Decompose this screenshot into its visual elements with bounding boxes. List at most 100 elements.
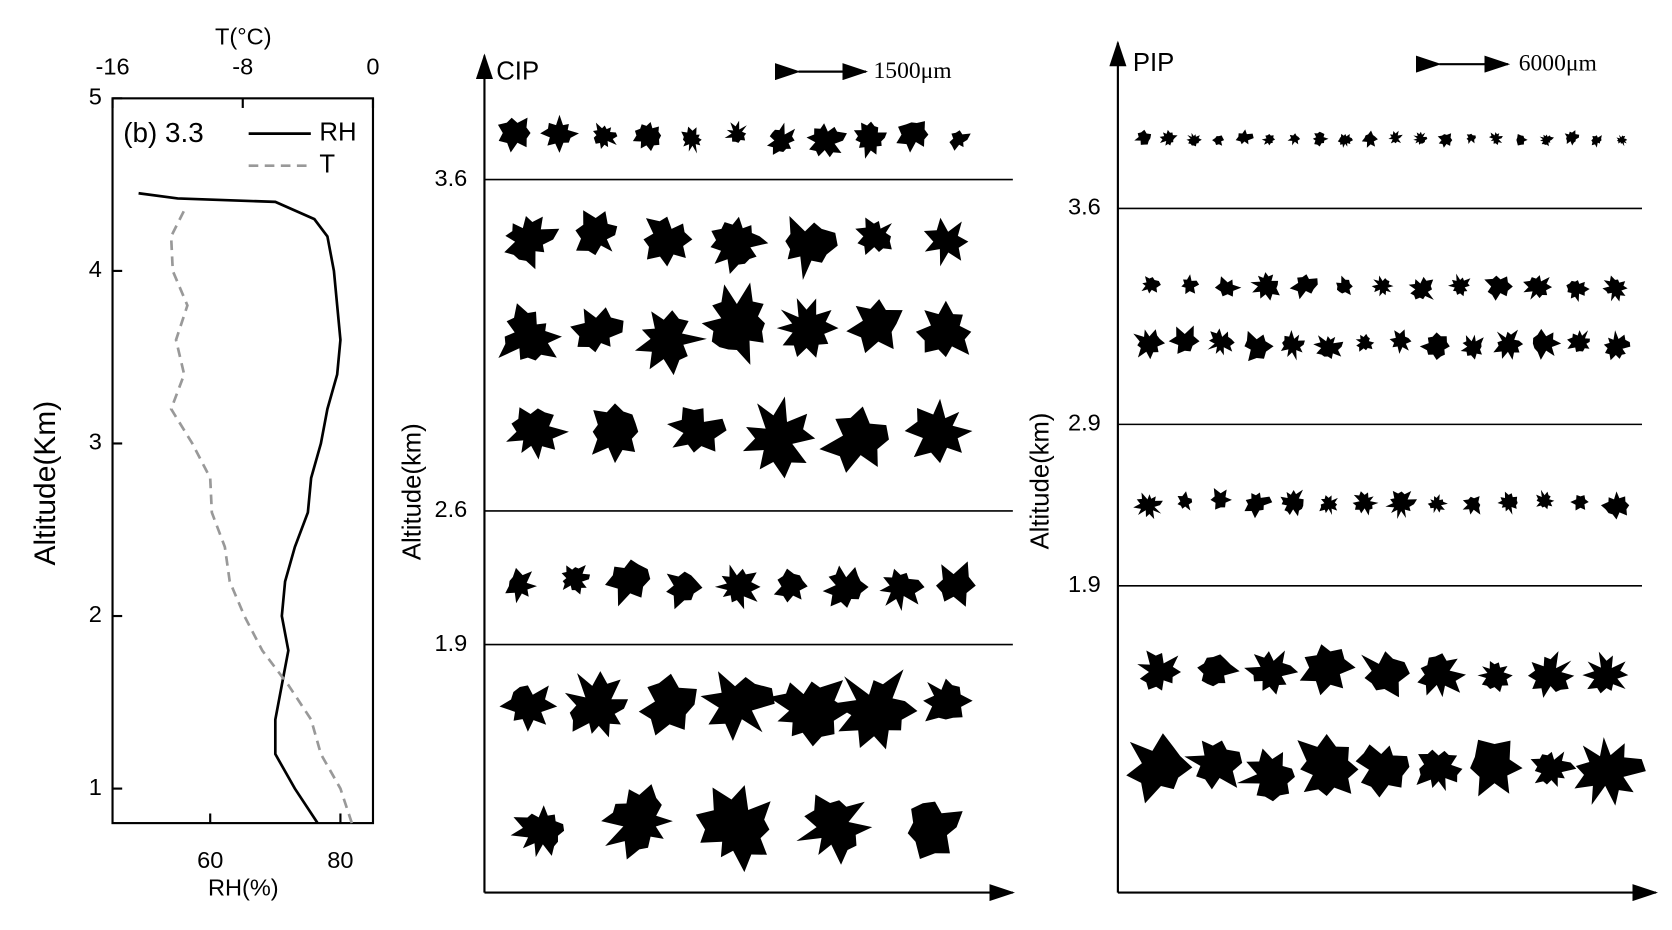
particle — [724, 120, 747, 143]
particle — [1244, 650, 1299, 695]
particle — [1289, 274, 1318, 300]
particle — [853, 121, 887, 159]
particle — [768, 680, 850, 747]
y-axis-label: Altitude(Km) — [29, 401, 62, 566]
particle — [1484, 275, 1513, 301]
x-tick-label: 80 — [327, 847, 353, 873]
particle — [1591, 135, 1602, 148]
particle — [949, 130, 971, 151]
particle — [1564, 130, 1580, 146]
particle — [1574, 737, 1646, 806]
annotation: (b) 3.3 — [123, 117, 203, 148]
particle — [1417, 653, 1467, 698]
particle — [497, 117, 531, 153]
particle — [1236, 748, 1295, 802]
particle — [1337, 133, 1353, 148]
pip-panel: PIP 6000μm Altitude(km) — [1027, 40, 1659, 902]
particle — [714, 564, 761, 610]
particle — [1477, 660, 1513, 693]
particle — [1287, 133, 1301, 146]
particle — [879, 568, 925, 612]
particle — [1207, 328, 1235, 356]
particle — [1600, 491, 1630, 520]
particle — [1134, 129, 1152, 145]
particle — [915, 300, 972, 358]
level-label: 1.9 — [435, 630, 468, 656]
panel-title: PIP — [1133, 49, 1174, 77]
particle — [1159, 129, 1178, 146]
level-label: 3.6 — [435, 165, 468, 191]
particle — [806, 123, 847, 158]
particle — [1466, 133, 1476, 144]
particle — [819, 406, 889, 473]
particle — [1371, 275, 1394, 297]
particle — [846, 299, 903, 354]
particle — [896, 121, 929, 153]
particle — [1462, 496, 1481, 515]
particle — [1532, 328, 1562, 360]
particle — [1488, 132, 1503, 146]
particle — [1280, 489, 1304, 517]
particle — [855, 217, 892, 256]
particle — [601, 784, 673, 860]
particle — [666, 571, 703, 610]
particle — [1582, 651, 1629, 694]
y-tick-label: 1 — [89, 774, 102, 800]
particle — [1355, 744, 1410, 798]
particle — [1168, 325, 1200, 354]
particle — [1570, 495, 1589, 511]
particle — [1361, 651, 1410, 698]
particle — [1355, 333, 1375, 352]
particle — [540, 114, 579, 153]
particle — [506, 407, 569, 460]
level-label: 2.6 — [435, 496, 468, 522]
particle — [1527, 651, 1575, 698]
particle — [1336, 275, 1353, 296]
particle — [1235, 129, 1254, 145]
particle — [575, 210, 618, 256]
particle — [710, 216, 769, 274]
particle — [643, 216, 693, 267]
particle — [766, 122, 796, 155]
particle — [1566, 280, 1590, 302]
y-axis-label: Altitude(km) — [398, 423, 426, 560]
particle — [1536, 489, 1555, 510]
particle — [1141, 276, 1161, 294]
particle — [1361, 130, 1378, 148]
particle — [1530, 751, 1577, 787]
y-tick-label: 2 — [89, 601, 102, 627]
particle — [1261, 133, 1276, 146]
particle — [605, 559, 651, 607]
y-tick-label: 3 — [89, 429, 102, 455]
particle — [638, 673, 697, 736]
particle — [505, 567, 537, 604]
particle — [1186, 132, 1202, 147]
particle — [695, 785, 771, 873]
particle — [1250, 272, 1280, 301]
particle — [700, 671, 775, 742]
particle — [1197, 654, 1240, 687]
particle — [1413, 131, 1428, 145]
particle — [796, 794, 873, 865]
particle — [570, 307, 624, 353]
particle — [776, 298, 839, 358]
particle — [1126, 733, 1193, 804]
particle — [1299, 644, 1356, 696]
particle — [923, 217, 969, 267]
particle — [822, 565, 869, 608]
particle — [564, 671, 629, 738]
particle — [504, 216, 560, 270]
particle — [1352, 491, 1379, 516]
particle — [1603, 330, 1631, 361]
cip-panel: CIP 1500μm Altitude(km) — [398, 53, 1015, 902]
particle — [1516, 134, 1528, 146]
particle — [1567, 330, 1590, 353]
y-axis-label: Altitude(km) — [1027, 413, 1055, 550]
particle — [634, 310, 707, 376]
particle — [923, 678, 973, 722]
particle — [1244, 330, 1274, 362]
particle — [1602, 275, 1628, 302]
particle — [1523, 275, 1553, 300]
particle — [1616, 134, 1628, 147]
